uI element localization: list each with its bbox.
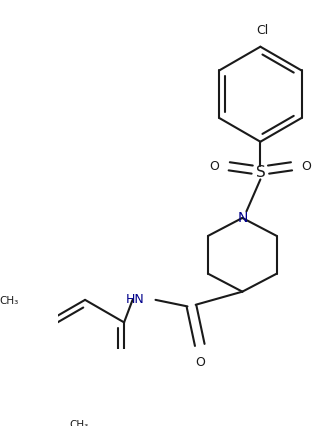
Text: O: O: [195, 356, 205, 368]
Text: CH₃: CH₃: [69, 420, 88, 426]
Text: N: N: [237, 211, 247, 225]
Text: HN: HN: [125, 294, 144, 306]
Text: O: O: [301, 160, 311, 173]
Text: O: O: [209, 160, 219, 173]
Text: CH₃: CH₃: [0, 296, 18, 306]
Text: S: S: [255, 165, 265, 180]
Text: Cl: Cl: [256, 24, 268, 37]
